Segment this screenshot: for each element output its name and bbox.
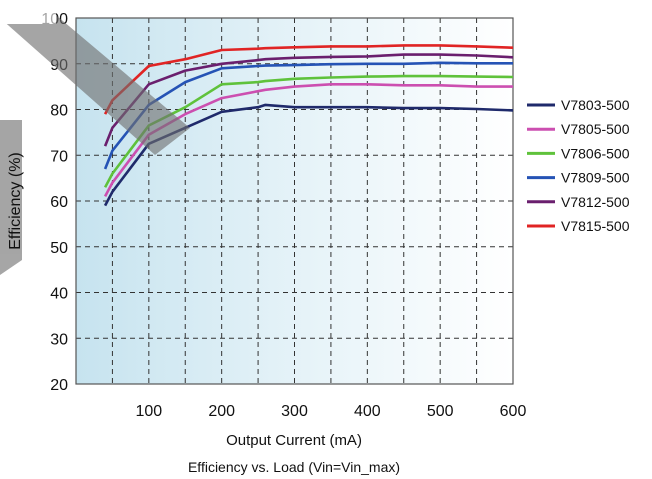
y-tick-label: 50 xyxy=(50,240,68,257)
x-tick-label: 300 xyxy=(281,403,308,420)
y-axis-label: Efficiency (%) xyxy=(7,152,24,250)
legend-label: V7803-500 xyxy=(561,97,630,113)
series-line-v7815-500 xyxy=(103,44,514,115)
y-tick-label: 70 xyxy=(50,148,68,165)
x-tick-label: 100 xyxy=(135,403,162,420)
y-tick-label: 30 xyxy=(50,331,68,348)
plot-frame xyxy=(75,17,514,385)
legend-item: V7815-500 xyxy=(527,218,630,234)
legend: V7803-500 V7805-500 V7806-500 V7809-500 V781… xyxy=(527,97,630,234)
y-tick-label: 40 xyxy=(50,286,68,303)
legend-item: V7809-500 xyxy=(527,170,630,186)
series-line-v7812-500 xyxy=(103,53,514,147)
y-tick-label: 80 xyxy=(50,103,68,120)
x-tick-label: 600 xyxy=(500,403,527,420)
legend-label: V7812-500 xyxy=(561,194,630,210)
chart-caption: Efficiency vs. Load (Vin=Vin_max) xyxy=(188,459,400,475)
x-tick-label: 400 xyxy=(354,403,381,420)
legend-item: V7803-500 xyxy=(527,97,630,113)
legend-item: V7805-500 xyxy=(527,121,630,137)
legend-label: V7809-500 xyxy=(561,170,630,186)
legend-label: V7815-500 xyxy=(561,218,630,234)
x-tick-label: 200 xyxy=(208,403,235,420)
x-tick-label: 500 xyxy=(427,403,454,420)
legend-item: V7812-500 xyxy=(527,194,630,210)
legend-label: V7806-500 xyxy=(561,145,630,161)
y-tick-label: 60 xyxy=(50,194,68,211)
y-tick-label: 20 xyxy=(50,377,68,394)
x-tick-labels: 100 200 300 400 500 600 xyxy=(135,403,526,420)
watermark xyxy=(0,0,190,275)
x-axis-label: Output Current (mA) xyxy=(226,432,362,449)
legend-item: V7806-500 xyxy=(527,145,630,161)
legend-label: V7805-500 xyxy=(561,121,630,137)
